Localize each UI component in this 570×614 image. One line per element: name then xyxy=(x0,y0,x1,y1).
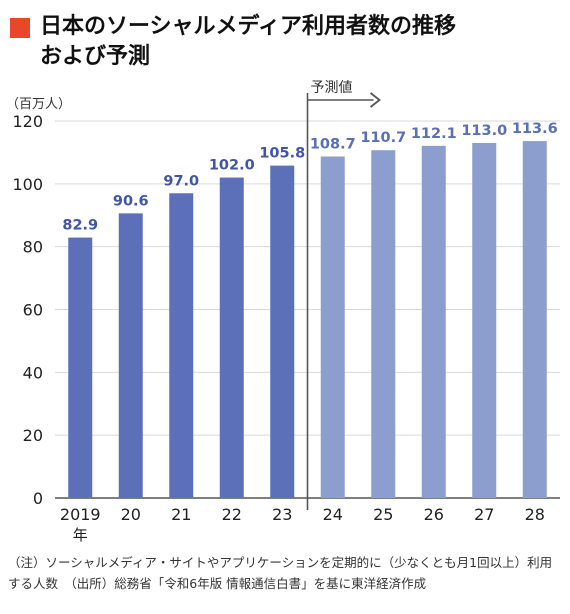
title-line-2: および予測 xyxy=(40,44,151,69)
data-label: 113.0 xyxy=(461,123,507,139)
x-tick-label: 24 xyxy=(323,505,343,524)
bar xyxy=(118,213,143,499)
y-tick-label: 120 xyxy=(12,112,43,131)
bar xyxy=(219,177,244,499)
x-tick-label: 2019 xyxy=(60,505,101,524)
data-label: 112.1 xyxy=(411,126,457,142)
data-label: 102.0 xyxy=(209,158,255,174)
y-tick-label: 100 xyxy=(12,175,43,194)
y-tick-label: 40 xyxy=(23,363,43,382)
bar xyxy=(522,141,547,498)
x-tick-label: 26 xyxy=(424,505,444,524)
data-label: 97.0 xyxy=(163,173,199,189)
bar xyxy=(472,142,497,498)
forecast-arrow-head xyxy=(369,92,381,108)
y-tick-label: 20 xyxy=(23,426,43,445)
x-tick-label: 20 xyxy=(121,505,141,524)
bar xyxy=(169,193,194,498)
y-tick-label: 0 xyxy=(33,489,43,508)
y-tick-label: 80 xyxy=(23,238,43,257)
data-label: 113.6 xyxy=(512,121,558,137)
title-marker xyxy=(10,18,30,38)
bar xyxy=(320,156,345,498)
x-tick-label: 27 xyxy=(474,505,494,524)
chart-title: 日本のソーシャルメディア利用者数の推移 および予測 xyxy=(10,12,560,72)
title-line-1: 日本のソーシャルメディア利用者数の推移 xyxy=(40,14,457,39)
bar xyxy=(68,237,93,498)
data-label: 105.8 xyxy=(259,146,305,162)
bar xyxy=(270,165,295,498)
bar xyxy=(421,145,446,499)
data-label: 108.7 xyxy=(310,137,356,153)
x-tick-suffix: 年 xyxy=(73,526,88,544)
x-tick-label: 23 xyxy=(272,505,292,524)
bar xyxy=(371,150,396,498)
y-tick-label: 60 xyxy=(23,301,43,320)
data-label: 110.7 xyxy=(360,130,406,146)
footnote: （注）ソーシャルメディア・サイトやアプリケーションを定期的に（少なくとも月1回以… xyxy=(8,555,553,591)
x-tick-label: 21 xyxy=(171,505,191,524)
data-label: 82.9 xyxy=(62,218,98,234)
x-tick-label: 22 xyxy=(222,505,242,524)
data-label: 90.6 xyxy=(113,193,149,209)
bar-chart: 0 20 40 60 80 100 120（百万人） 82.9 2019 年 90.6 20 97.0 2… xyxy=(6,80,560,544)
forecast-label: 予測値 xyxy=(311,80,353,96)
x-tick-label: 25 xyxy=(373,505,393,524)
y-unit-label: （百万人） xyxy=(6,97,71,112)
x-tick-label: 28 xyxy=(525,505,545,524)
